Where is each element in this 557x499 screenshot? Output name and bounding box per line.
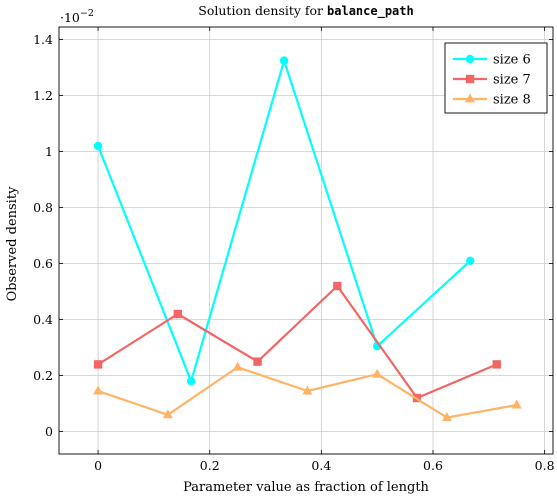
chart-title-text: Solution density for (198, 3, 327, 18)
y-tick-label: 0.4 (33, 312, 53, 327)
chart-title: Solution density for balance_path (198, 3, 413, 19)
data-point (253, 357, 262, 366)
axes-frame (58, 26, 554, 455)
y-tick-label: 1.4 (33, 32, 53, 47)
data-point (441, 412, 452, 422)
data-point (372, 368, 383, 378)
data-point (93, 385, 104, 395)
y-exponent-label: ·10−2 (60, 8, 94, 25)
legend-label: size 6 (493, 53, 531, 68)
y-exponent-base: ·10 (60, 10, 80, 25)
y-axis-label: Observed density (5, 186, 20, 301)
data-point (93, 141, 103, 151)
legend-label: size 8 (493, 93, 531, 108)
series-3 (93, 361, 522, 422)
y-tick-label: 0 (45, 424, 53, 439)
y-tick-label: 1.2 (33, 88, 53, 103)
y-tick-label: 0.8 (33, 200, 53, 215)
legend-swatch-marker (465, 93, 475, 103)
series-2 (93, 281, 501, 403)
data-point (232, 361, 243, 371)
x-tick-label: 0 (94, 458, 102, 473)
legend-item: size 8 (453, 93, 531, 108)
series-line (97, 59, 471, 383)
legend-item: size 6 (453, 53, 531, 68)
data-point (466, 256, 475, 265)
x-tick-label: 0.4 (311, 458, 331, 473)
legend-label: size 7 (493, 73, 531, 88)
data-point (333, 281, 342, 291)
data-point (93, 360, 103, 369)
data-point (492, 360, 501, 369)
data-point (279, 56, 289, 65)
y-tick-label: 0.2 (33, 368, 53, 383)
legend-swatch-marker (465, 54, 475, 64)
legend-swatch-marker (465, 74, 475, 84)
y-axis-ticks: 0 0.2 0.4 0.6 0.8 1 1.2 1.4 (33, 32, 553, 439)
y-exponent-power: −2 (80, 8, 94, 19)
x-tick-label: 0.2 (200, 458, 220, 473)
y-tick-label: 1 (45, 144, 53, 159)
data-point (162, 409, 173, 419)
legend-item: size 7 (453, 73, 531, 88)
chart-title-code: balance_path (327, 4, 414, 19)
plot-frame (58, 26, 554, 455)
data-series (93, 56, 522, 422)
x-axis-ticks: 0 0.2 0.4 0.6 0.8 (94, 27, 555, 473)
data-point (173, 309, 183, 319)
legend: size 6 size 7 size 8 (444, 42, 548, 114)
x-tick-label: 0.8 (535, 458, 555, 473)
x-tick-label: 0.6 (423, 458, 443, 473)
data-point (302, 385, 313, 395)
y-tick-label: 0.6 (33, 256, 53, 271)
data-point (511, 399, 522, 409)
grid (59, 27, 553, 454)
series-line (97, 284, 498, 400)
x-axis-label: Parameter value as fraction of length (183, 480, 429, 495)
data-point (186, 377, 196, 386)
